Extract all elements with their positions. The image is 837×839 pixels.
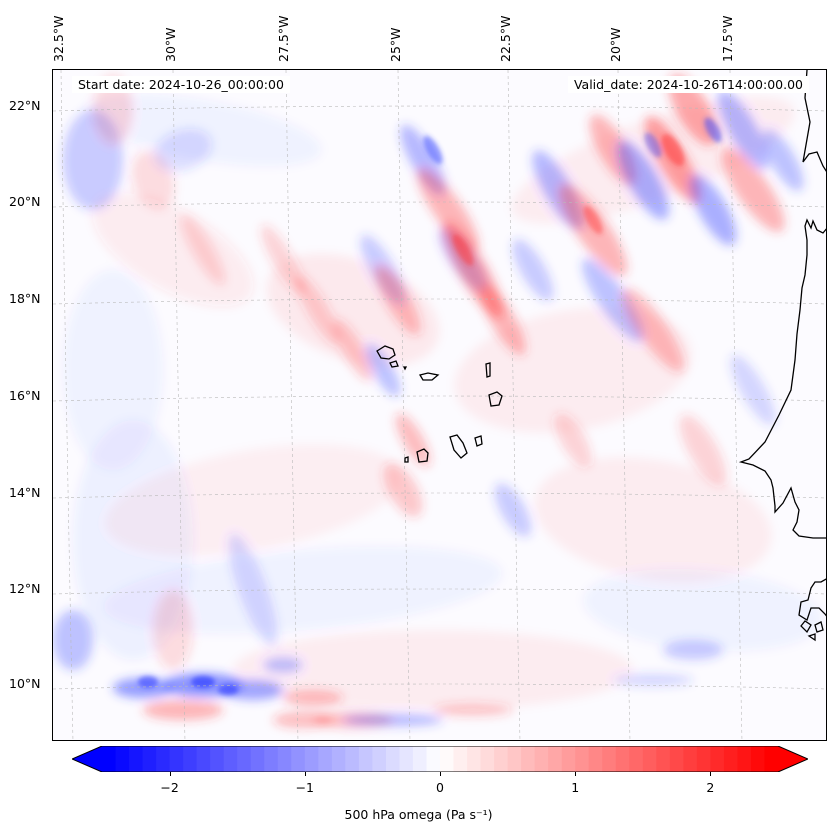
omega-field-fine [138,117,722,695]
colorbar-tick-mark [575,772,577,776]
start-date-label: Start date: 2024-10-26_00:00:00 [72,76,290,93]
lon-label: 32.5°W [51,15,66,62]
island-fogo [416,448,429,463]
lat-label: 18°N [9,291,41,306]
colorbar-tick-mark [169,772,171,776]
island-maio [474,435,483,447]
island-santo-antao [376,345,396,360]
lon-label: 17.5°W [720,15,735,62]
lat-label: 14°N [9,485,41,500]
island-boa-vista [488,391,503,407]
lon-label: 25°W [388,27,403,62]
lat-label: 10°N [9,676,41,691]
colorbar-tick-label: 0 [436,780,444,795]
island-santa-luzia [402,366,408,371]
lat-label: 20°N [9,194,41,209]
colorbar-tick-label: −1 [295,780,315,795]
island-brava [404,456,409,463]
graticule [53,70,826,740]
colorbar-tick-label: 2 [706,780,715,795]
colorbar-tick-mark [710,772,712,776]
african-coastline-south [798,578,826,621]
island-santiago [449,434,468,459]
colorbar-tick-mark [440,772,441,776]
african-coastline [738,70,826,539]
omega-field [53,74,823,728]
map-panel [52,69,827,741]
island-sao-nicolau [418,372,440,381]
lon-label: 27.5°W [276,15,291,62]
colorbar-tick-label: −2 [160,780,179,795]
lat-label: 16°N [9,388,41,403]
colorbar-extend-min [72,746,102,772]
lat-label: 22°N [9,98,41,113]
coastline [376,70,826,642]
lon-label: 20°W [608,27,623,62]
lat-label: 12°N [9,581,41,596]
colorbar-tick-mark [304,772,306,776]
island-sao-vicente [389,360,399,368]
colorbar [70,745,810,773]
valid-date-label: Valid_date: 2024-10-26T14:00:00.00 [567,76,809,93]
bijagos-islands [800,620,824,642]
colorbar-svg [70,745,810,773]
colorbar-tick-label: 1 [571,780,580,795]
lon-label: 30°W [163,27,178,62]
lon-label: 22.5°W [498,15,513,62]
colorbar-extend-max [778,746,808,772]
island-sal [485,362,491,378]
colorbar-label: 500 hPa omega (Pa s⁻¹) [344,807,493,822]
omega-field-map [53,70,826,740]
